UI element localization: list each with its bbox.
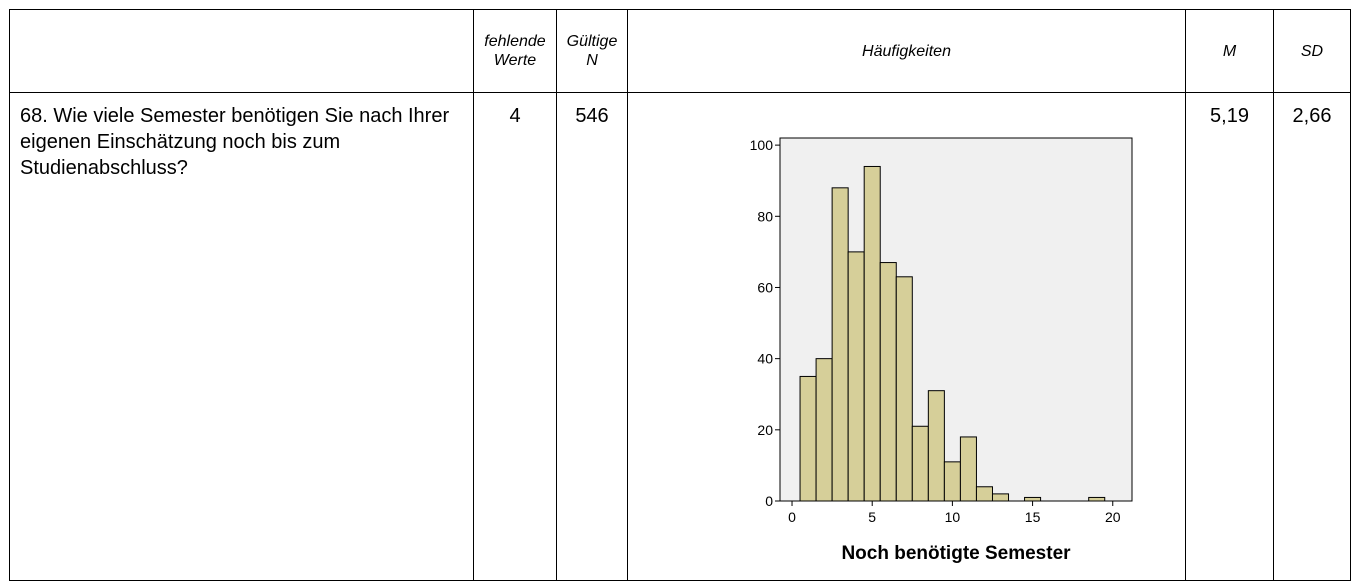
value-cell: 5,19 (1185, 92, 1274, 581)
histogram: Noch benötigte Semester 0 20 40 60 80 100 0 5 10… (750, 137, 1133, 564)
bar (847, 251, 865, 502)
bar (959, 436, 977, 502)
value-cell: 2,66 (1273, 92, 1351, 581)
y-tick-label: 60 (757, 279, 773, 295)
header-cell: Häufigkeiten (627, 9, 1186, 93)
x-tick-label: 20 (1105, 509, 1121, 525)
bar (831, 187, 849, 502)
bar (943, 461, 961, 502)
y-tick-label: 0 (765, 493, 773, 509)
y-tick-label: 80 (757, 208, 773, 224)
bar (895, 276, 913, 502)
header-cell: SD (1273, 9, 1351, 93)
bar (863, 165, 881, 502)
bar (911, 425, 929, 502)
bar (799, 375, 817, 502)
question-cell: 68. Wie viele Semester benötigen Sie nac… (9, 92, 474, 581)
x-tick-label: 5 (868, 509, 876, 525)
bar (1088, 496, 1106, 502)
value-cell: 4 (473, 92, 557, 581)
header-cell: Gültige N (556, 9, 628, 93)
y-tick-label: 20 (757, 422, 773, 438)
header-cell: fehlende Werte (473, 9, 557, 93)
y-tick-label: 100 (750, 137, 774, 153)
bar (815, 358, 833, 502)
chart-cell: Noch benötigte Semester 0 20 40 60 80 100 0 5 10… (627, 92, 1186, 581)
x-tick-label: 15 (1025, 509, 1041, 525)
bar (1024, 496, 1042, 502)
header-cell: M (1185, 9, 1274, 93)
x-axis-label: Noch benötigte Semester (841, 543, 1071, 564)
corner-cell (9, 9, 474, 93)
value-cell: 546 (556, 92, 628, 581)
y-tick-label: 40 (757, 351, 773, 367)
x-tick-label: 10 (945, 509, 961, 525)
bar (991, 493, 1010, 502)
bar (927, 390, 945, 502)
x-tick-label: 0 (788, 509, 796, 525)
bar (879, 262, 897, 502)
bar (975, 486, 993, 502)
